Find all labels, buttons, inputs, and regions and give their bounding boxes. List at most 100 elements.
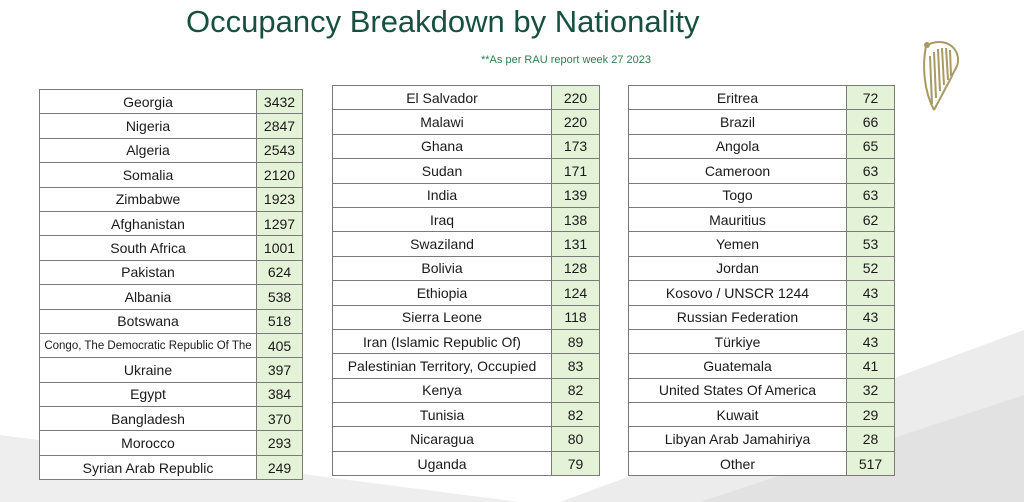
occupancy-count: 118 <box>551 304 600 330</box>
country-name: Eritrea <box>628 84 847 111</box>
country-name: Swaziland <box>332 231 552 257</box>
table-row: Mauritius 62 <box>628 206 895 233</box>
occupancy-count: 63 <box>846 182 895 208</box>
table-row: Cameroon 63 <box>628 158 895 184</box>
table-row: Swaziland 131 <box>332 231 600 257</box>
table-row: Georgia 3432 <box>39 88 303 115</box>
nationality-table-2: El Salvador 220 Malawi 220 Ghana 173 Sudan 171 I… <box>332 84 600 477</box>
country-name: Brazil <box>628 109 847 135</box>
occupancy-count: 52 <box>846 255 895 282</box>
occupancy-count: 43 <box>846 304 895 330</box>
page-title: Occupancy Breakdown by Nationality <box>186 4 700 39</box>
occupancy-count: 538 <box>256 284 303 310</box>
country-name: Cameroon <box>628 158 847 184</box>
occupancy-count: 220 <box>551 84 600 111</box>
occupancy-count: 66 <box>846 109 895 135</box>
country-name: Jordan <box>628 255 847 282</box>
table-row: South Africa 1001 <box>39 235 303 261</box>
country-name: Algeria <box>39 137 257 164</box>
occupancy-count: 518 <box>256 308 303 334</box>
occupancy-count: 128 <box>551 255 600 282</box>
table-row: Malawi 220 <box>332 109 600 135</box>
table-row: Yemen 53 <box>628 231 895 257</box>
occupancy-count: 1001 <box>256 235 303 261</box>
occupancy-count: 124 <box>551 280 600 306</box>
country-name: Libyan Arab Jamahiriya <box>628 426 847 452</box>
table-row: Iran (Islamic Republic Of) 89 <box>332 328 600 355</box>
occupancy-count: 1297 <box>256 210 303 237</box>
occupancy-count: 80 <box>551 426 600 452</box>
occupancy-count: 72 <box>846 84 895 111</box>
occupancy-count: 138 <box>551 206 600 233</box>
table-row: Nigeria 2847 <box>39 113 303 139</box>
table-row: Togo 63 <box>628 182 895 208</box>
country-name: Palestinian Territory, Occupied <box>332 353 552 379</box>
country-name: Zimbabwe <box>39 186 257 212</box>
country-name: Congo, The Democratic Republic Of The <box>39 332 257 359</box>
occupancy-count: 384 <box>256 381 303 408</box>
occupancy-count: 29 <box>846 402 895 428</box>
country-name: Egypt <box>39 381 257 408</box>
occupancy-count: 28 <box>846 426 895 452</box>
occupancy-count: 370 <box>256 406 303 432</box>
country-name: Bangladesh <box>39 406 257 432</box>
country-name: Russian Federation <box>628 304 847 330</box>
country-name: Ethiopia <box>332 280 552 306</box>
country-name: Malawi <box>332 109 552 135</box>
occupancy-count: 89 <box>551 328 600 355</box>
table-row: Other 517 <box>628 450 895 477</box>
table-row: Palestinian Territory, Occupied 83 <box>332 353 600 379</box>
occupancy-count: 397 <box>256 357 303 383</box>
occupancy-count: 53 <box>846 231 895 257</box>
table-row: Kenya 82 <box>332 377 600 404</box>
country-name: Bolivia <box>332 255 552 282</box>
occupancy-count: 32 <box>846 377 895 404</box>
country-name: Tunisia <box>332 402 552 428</box>
country-name: South Africa <box>39 235 257 261</box>
occupancy-count: 171 <box>551 158 600 184</box>
country-name: Other <box>628 450 847 477</box>
table-row: Eritrea 72 <box>628 84 895 111</box>
occupancy-count: 43 <box>846 328 895 355</box>
country-name: Guatemala <box>628 353 847 379</box>
table-row: Tunisia 82 <box>332 402 600 428</box>
table-row: Bangladesh 370 <box>39 406 303 432</box>
country-name: Afghanistan <box>39 210 257 237</box>
table-row: Libyan Arab Jamahiriya 28 <box>628 426 895 452</box>
country-name: Nicaragua <box>332 426 552 452</box>
harp-icon <box>923 41 960 111</box>
country-name: Albania <box>39 284 257 310</box>
table-row: Algeria 2543 <box>39 137 303 164</box>
table-row: Congo, The Democratic Republic Of The 405 <box>39 332 303 359</box>
table-row: Syrian Arab Republic 249 <box>39 454 303 481</box>
occupancy-count: 83 <box>551 353 600 379</box>
occupancy-count: 173 <box>551 133 600 160</box>
table-row: Morocco 293 <box>39 430 303 456</box>
occupancy-count: 2543 <box>256 137 303 164</box>
occupancy-count: 82 <box>551 377 600 404</box>
country-name: Kosovo / UNSCR 1244 <box>628 280 847 306</box>
table-row: India 139 <box>332 182 600 208</box>
country-name: Kuwait <box>628 402 847 428</box>
table-row: Somalia 2120 <box>39 162 303 188</box>
country-name: Uganda <box>332 450 552 477</box>
table-row: Kuwait 29 <box>628 402 895 428</box>
occupancy-count: 3432 <box>256 88 303 115</box>
occupancy-count: 131 <box>551 231 600 257</box>
table-row: Brazil 66 <box>628 109 895 135</box>
table-row: Ukraine 397 <box>39 357 303 383</box>
occupancy-count: 65 <box>846 133 895 160</box>
country-name: Morocco <box>39 430 257 456</box>
nationality-table-3: Eritrea 72 Brazil 66 Angola 65 Cameroon 63 Togo 6… <box>628 84 895 477</box>
table-row: Türkiye 43 <box>628 328 895 355</box>
country-name: El Salvador <box>332 84 552 111</box>
country-name: Syrian Arab Republic <box>39 454 257 481</box>
table-row: Angola 65 <box>628 133 895 160</box>
table-row: El Salvador 220 <box>332 84 600 111</box>
report-note: **As per RAU report week 27 2023 <box>481 54 651 66</box>
country-name: Pakistan <box>39 259 257 286</box>
table-row: Uganda 79 <box>332 450 600 477</box>
country-name: Georgia <box>39 88 257 115</box>
occupancy-count: 82 <box>551 402 600 428</box>
table-row: Egypt 384 <box>39 381 303 408</box>
